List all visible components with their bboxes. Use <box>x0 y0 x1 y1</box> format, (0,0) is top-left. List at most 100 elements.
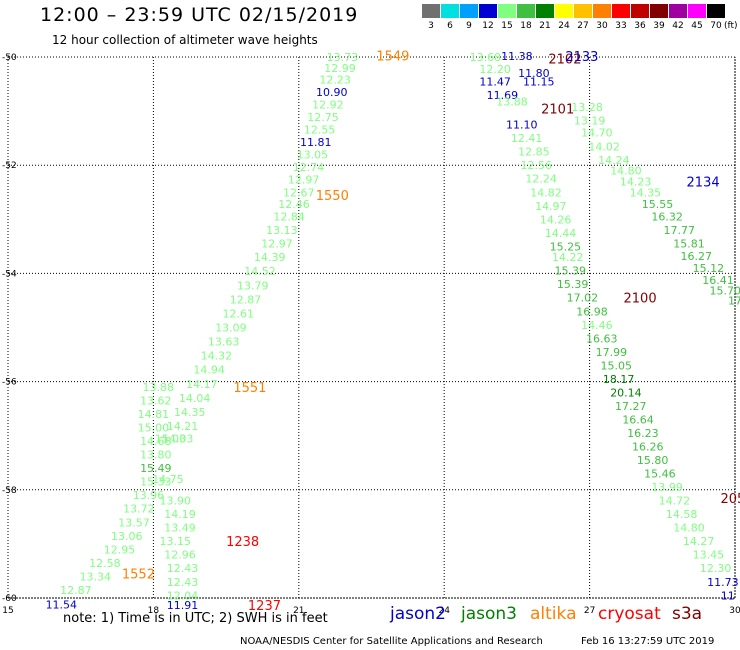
pass-number-label: 2102 <box>548 53 581 68</box>
wave-height-value: 13.57 <box>118 516 150 529</box>
wave-height-value: 13.13 <box>266 224 298 237</box>
wave-height-value: 14.24 <box>598 154 630 167</box>
pass-number-label: 2101 <box>541 102 574 117</box>
wave-height-value: 15.25 <box>550 240 582 253</box>
wave-height-value: 14.70 <box>581 127 613 140</box>
wave-height-value: 16.26 <box>632 441 664 454</box>
wave-height-value: 12.99 <box>324 62 356 75</box>
wave-height-value: 12.43 <box>167 576 199 589</box>
wave-height-value: 12.67 <box>283 186 315 199</box>
color-scale-label: 39 <box>653 21 665 31</box>
page-title: 12:00 – 23:59 UTC 02/15/2019 <box>40 4 359 26</box>
pass-number-label: 2100 <box>624 292 657 307</box>
lon-tick-label: 24 <box>438 606 450 616</box>
wave-height-value: 12.46 <box>278 198 310 211</box>
wave-height-value: 13.06 <box>111 530 143 543</box>
wave-height-value: 15.80 <box>637 454 669 467</box>
lon-tick-label: 15 <box>2 606 13 616</box>
satellite-track-1552: 1552 <box>122 568 155 583</box>
satellite-track-1237: 1237 <box>248 599 281 614</box>
satellite-track-1550: 1550 <box>316 189 349 204</box>
wave-height-value: 12.56 <box>521 159 553 172</box>
wave-height-value: 11 <box>721 589 735 602</box>
color-swatch <box>460 4 478 18</box>
satellite-tracks: 13.7312.9912.2310.9012.9212.7512.5511.81… <box>46 49 740 614</box>
wave-height-value: 15.33 <box>140 476 172 489</box>
wave-height-value: 13.15 <box>159 535 191 548</box>
color-scale-label: 27 <box>577 21 589 31</box>
lat-tick-label: -50 <box>2 53 17 63</box>
wave-height-value: 17.77 <box>664 224 696 237</box>
color-swatch <box>688 4 706 18</box>
wave-height-value: 14.94 <box>193 364 225 377</box>
wave-height-value: 12.55 <box>304 123 336 136</box>
wave-height-value: 15.03 <box>155 432 187 445</box>
color-scale-label: 12 <box>482 21 494 31</box>
wave-height-value: 17.99 <box>596 346 628 359</box>
wave-height-value: 12.87 <box>60 584 92 597</box>
color-swatch <box>517 4 535 18</box>
legend-item-jason2: jason2 <box>390 604 446 624</box>
wave-height-value: 13.62 <box>140 395 172 408</box>
pass-number-label: 2133 <box>565 50 598 65</box>
wave-height-value: 14.23 <box>620 175 652 188</box>
wave-height-value: 12.30 <box>700 562 732 575</box>
wave-height-value: 12.58 <box>89 557 121 570</box>
color-scale-label: 36 <box>634 21 646 31</box>
satellite-track-2134: 2134 <box>687 175 720 190</box>
wave-height-value: 14.32 <box>201 350 233 363</box>
lat-tick-label: -56 <box>2 378 17 388</box>
wave-height-value: 14.21 <box>167 420 199 433</box>
wave-height-value: 16.23 <box>627 427 659 440</box>
color-scale-label: 6 <box>447 21 453 31</box>
wave-height-value: 14.52 <box>244 265 276 278</box>
wave-height-value: 11.73 <box>707 576 739 589</box>
wave-height-value: 16.32 <box>651 211 683 224</box>
wave-height-value: 14.82 <box>530 186 562 199</box>
pass-number-label: 1237 <box>248 599 281 614</box>
wave-height-value: 13.28 <box>571 101 603 114</box>
wave-height-value: 14.39 <box>254 251 286 264</box>
wave-height-value: 15.55 <box>642 198 674 211</box>
color-scale-label: 33 <box>615 21 627 31</box>
footer-note: note: 1) Time is in UTC; 2) SWH is in fe… <box>63 611 328 626</box>
wave-height-value: 13.34 <box>79 570 111 583</box>
wave-height-value: 13.80 <box>140 449 172 462</box>
color-scale-label: 70 <box>710 21 722 31</box>
wave-height-value: 13.72 <box>123 503 155 516</box>
wave-height-value: 14.75 <box>152 473 184 486</box>
lon-tick-label: 27 <box>584 606 595 616</box>
pass-number-label: 1551 <box>233 381 266 396</box>
legend-item-jason3: jason3 <box>461 604 517 624</box>
color-scale-label: 30 <box>596 21 608 31</box>
wave-height-value: 12.96 <box>164 549 196 562</box>
wave-height-value: 11.47 <box>479 75 511 88</box>
wave-height-value: 13.09 <box>215 322 247 335</box>
wave-height-value: 14.02 <box>588 140 620 153</box>
wave-height-value: 10.90 <box>316 86 348 99</box>
satellite-track-2101: 2101 <box>541 102 574 117</box>
color-scale-label: 45 <box>691 21 703 31</box>
color-scale-unit: (ft) <box>724 21 738 31</box>
map-grid <box>7 56 736 599</box>
wave-height-value: 14.22 <box>552 251 584 264</box>
color-swatch <box>555 4 573 18</box>
pass-number-label: 205 <box>720 492 740 507</box>
pass-number-label: 1550 <box>316 189 349 204</box>
wave-height-value: 16.98 <box>576 305 608 318</box>
wave-height-value: 13.88 <box>496 95 528 108</box>
wave-height-value: 13.63 <box>208 336 240 349</box>
wave-height-value: 12.97 <box>261 238 293 251</box>
wave-height-value: 17.02 <box>567 292 599 305</box>
wave-height-value: 12.61 <box>222 307 254 320</box>
wave-height-value: 12.85 <box>518 146 550 159</box>
legend-item-altika: altika <box>530 604 577 624</box>
color-scale-label: 9 <box>466 21 472 31</box>
wave-height-value: 12.97 <box>288 173 320 186</box>
color-swatch <box>498 4 516 18</box>
wave-height-value: 14.80 <box>673 522 705 535</box>
wave-height-value: 14.04 <box>179 392 211 405</box>
footer-timestamp: Feb 16 13:27:59 UTC 2019 <box>581 636 715 647</box>
pass-number-label: 1552 <box>122 568 155 583</box>
satellite-track-1549: 13.7312.9912.2310.9012.9212.7512.5511.81… <box>162 49 410 445</box>
